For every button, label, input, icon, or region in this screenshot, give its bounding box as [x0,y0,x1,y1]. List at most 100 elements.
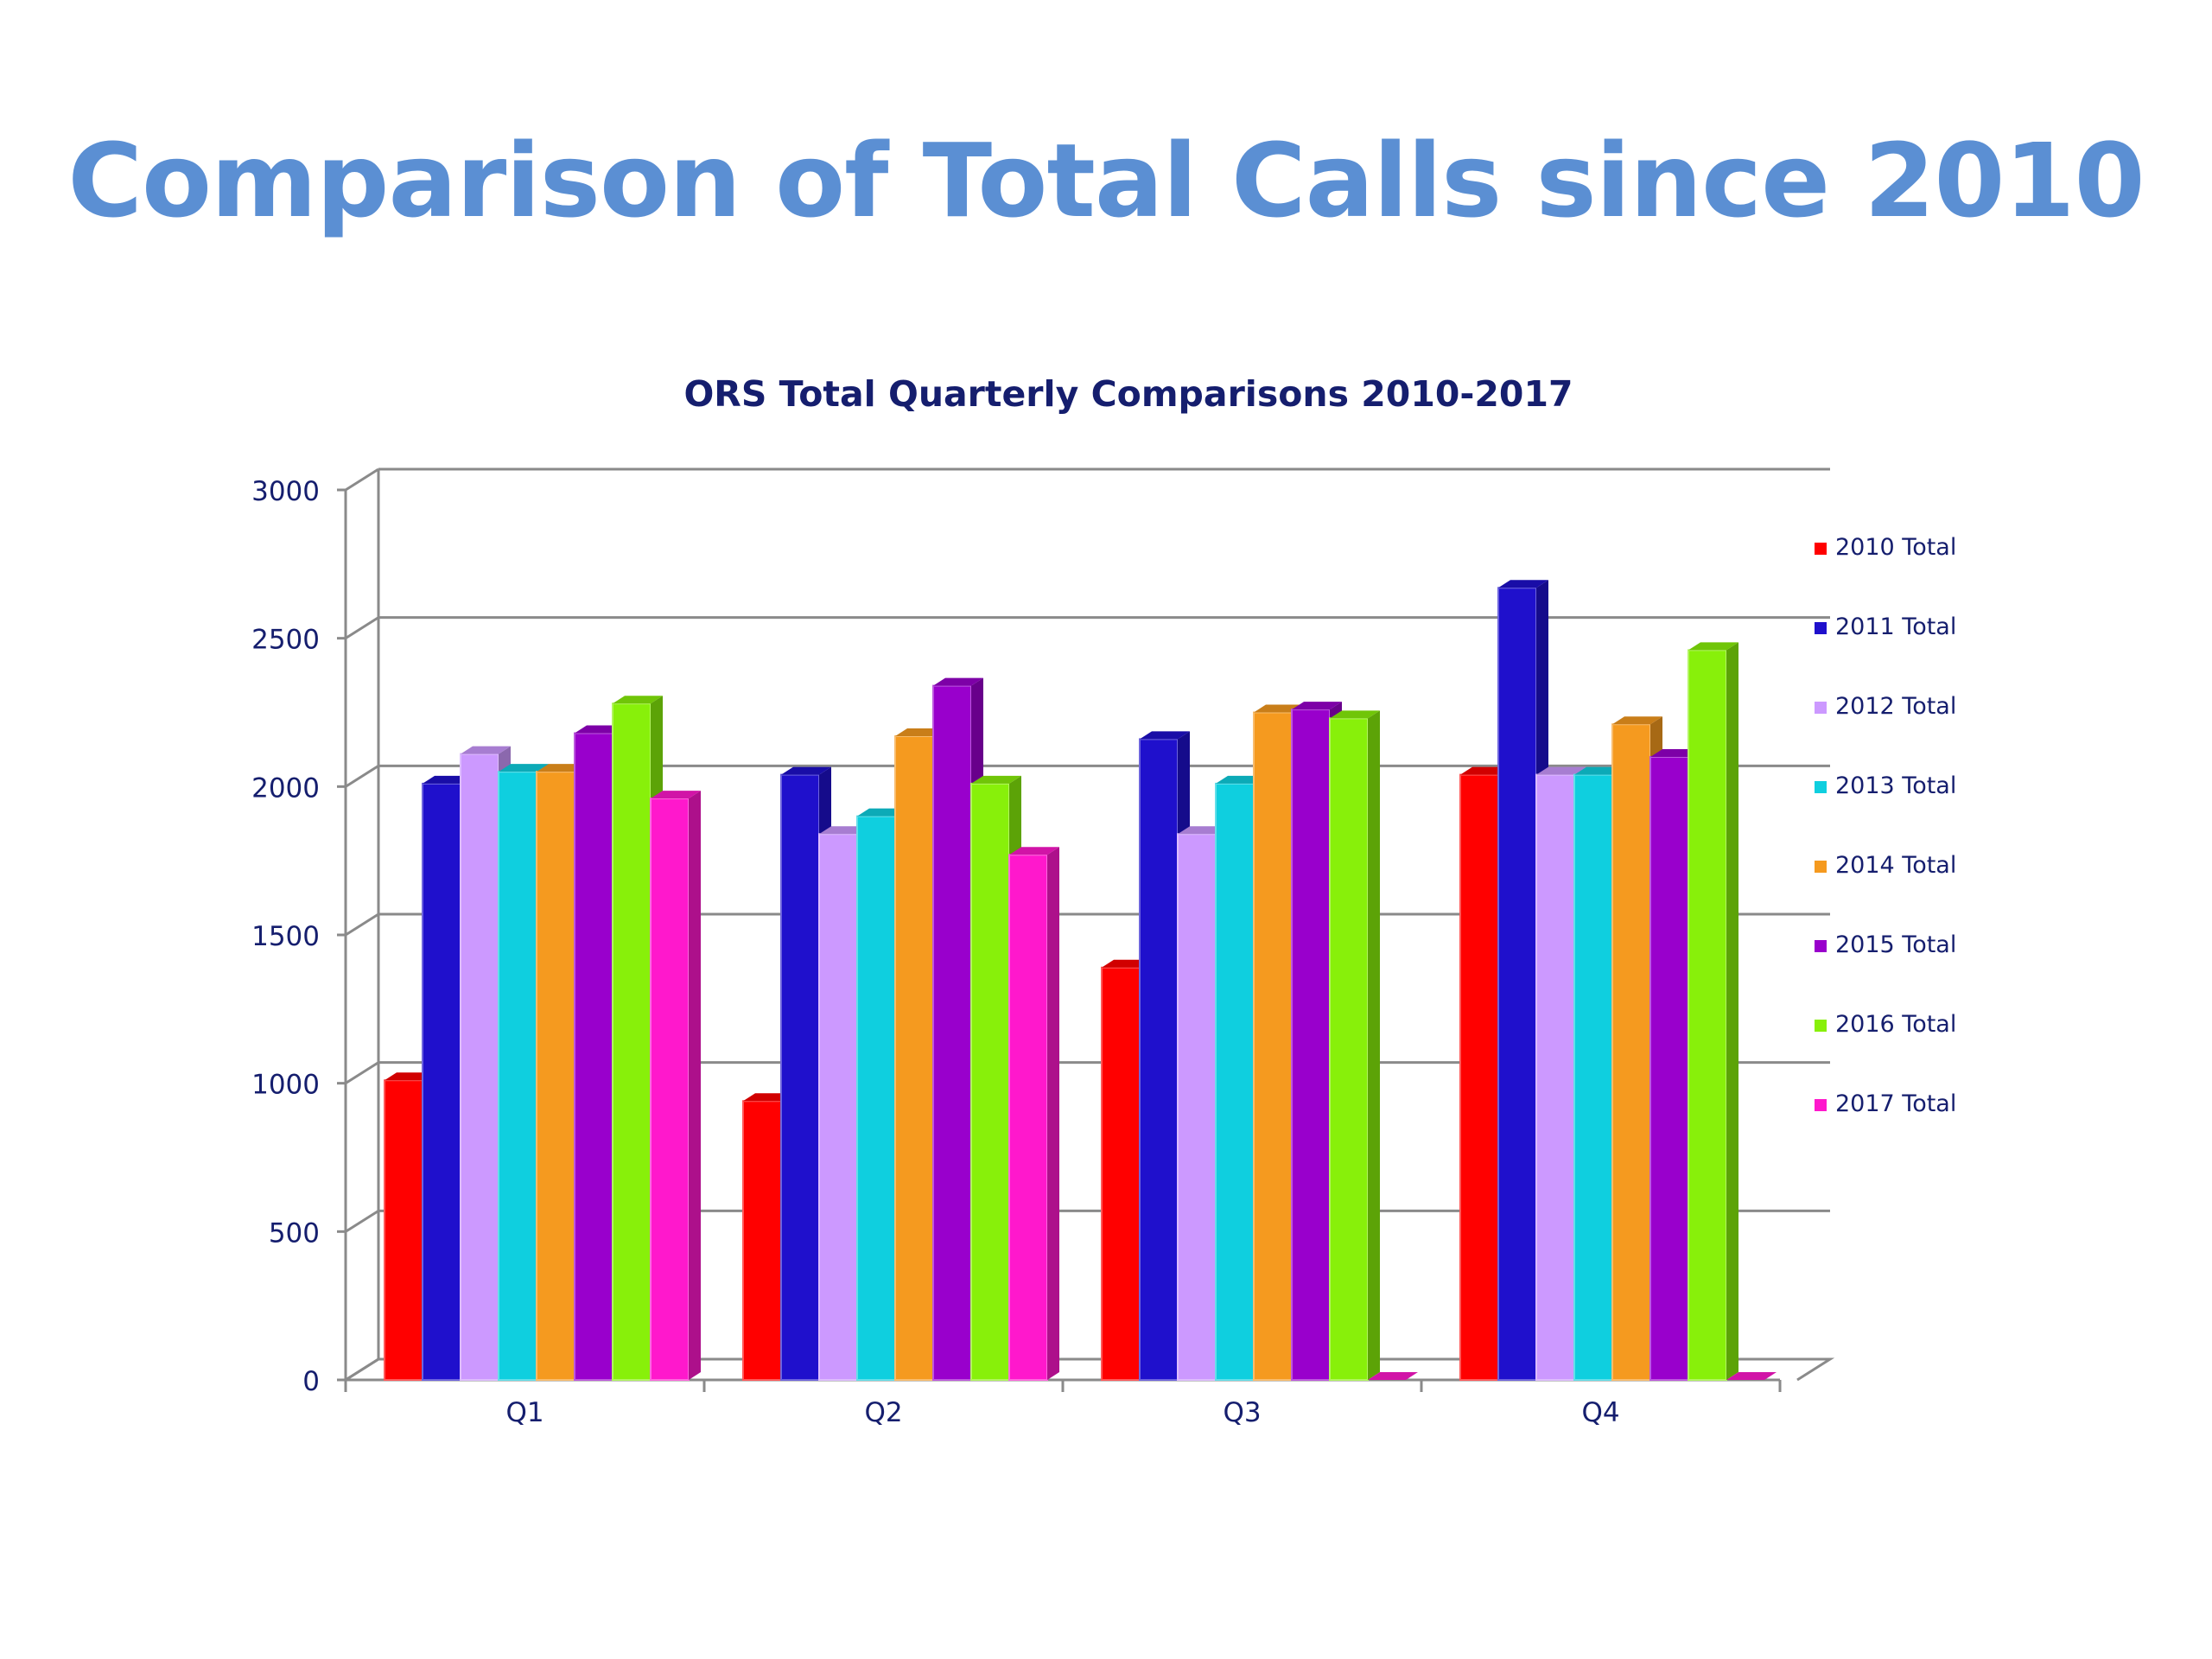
bar-top [781,766,831,775]
bar-front [422,782,461,1381]
bar-front [1253,711,1293,1381]
bar-front [742,1100,782,1382]
chart-title: ORS Total Quarterly Comparisons 2010-201… [683,373,1573,415]
legend-item: 2017 Total [1815,1090,1956,1117]
x-tick-label: Q4 [1581,1397,1619,1428]
bar-front [1329,717,1369,1381]
bar-front [1177,833,1217,1381]
bar-front [1497,587,1537,1381]
bar-front [780,773,820,1381]
bar-side [1368,710,1380,1380]
gridline-side [345,912,379,937]
bar [1008,847,1059,1381]
legend-label: 2015 Total [1835,931,1956,958]
legend: 2010 Total 2011 Total 2012 Total 2013 Total… [1815,534,1956,1117]
y-tick-label: 0 [302,1366,320,1397]
gridline-side [345,467,379,492]
y-tick-label: 3000 [251,476,320,507]
bar-side [689,791,701,1380]
legend-swatch [1815,861,1827,873]
bar-front [650,798,690,1381]
legend-swatch [1815,781,1827,793]
legend-item: 2012 Total [1815,693,1956,720]
bar-front [460,753,499,1381]
gridline-side [345,765,379,788]
bar-front [612,702,652,1381]
bar-top [1688,642,1738,651]
legend-swatch [1815,702,1827,714]
gridline-side [345,616,379,639]
bar [1726,1372,1777,1380]
bar-front [970,782,1010,1381]
bar [1688,642,1738,1381]
bar-front [1291,709,1331,1381]
bar-front [384,1079,423,1381]
bar-front [856,815,896,1381]
bar-top [1368,1372,1418,1380]
bar-front [574,732,613,1381]
legend-swatch [1815,543,1827,555]
legend-item: 2011 Total [1815,613,1956,640]
bar-top [613,696,663,704]
bar-front [1008,854,1048,1381]
legend-label: 2012 Total [1835,693,1956,720]
bar-front [1611,723,1651,1381]
bar-top [499,764,549,772]
legend-swatch [1815,1020,1827,1032]
x-tick-label: Q2 [864,1397,902,1428]
legend-item: 2015 Total [1815,931,1956,958]
bar [1368,1372,1418,1380]
legend-label: 2010 Total [1835,534,1956,561]
legend-swatch [1815,1099,1827,1111]
bar-front [1649,756,1689,1381]
bar-top [461,746,511,754]
bar-top [1140,731,1190,740]
legend-item: 2014 Total [1815,852,1956,879]
bar-front [1215,782,1255,1381]
bar-front [1101,966,1141,1382]
legend-item: 2010 Total [1815,534,1956,561]
legend-label: 2013 Total [1835,772,1956,799]
bar-front [894,734,934,1381]
slide-title: Comparison of Total Calls since 2010 [67,121,2145,240]
bar [650,791,701,1381]
bar-front [498,771,537,1381]
bar-top [1498,580,1548,588]
y-tick-label: 2500 [251,625,320,656]
bar-front [536,771,575,1381]
bar-top [1726,1372,1777,1380]
y-tick-label: 1500 [251,921,320,952]
gridline-side [345,1061,379,1084]
bar-top [1292,702,1342,710]
legend-label: 2017 Total [1835,1090,1956,1117]
bar-front [932,684,972,1381]
y-tick-label: 500 [269,1217,320,1249]
x-tick-label: Q3 [1223,1397,1261,1428]
bar-front [1535,773,1575,1381]
bar-front [818,833,858,1381]
bar-front [1688,649,1727,1381]
bar-side [1047,847,1059,1380]
bar-front [1459,773,1499,1381]
legend-item: 2016 Total [1815,1011,1956,1038]
bar-top [1536,766,1586,775]
bar-front [1139,738,1179,1381]
bar-top [1009,847,1059,855]
bar-top [651,791,701,799]
y-tick-label: 2000 [251,772,320,804]
bars [384,580,1777,1382]
legend-swatch [1815,940,1827,952]
legend-label: 2014 Total [1835,852,1956,879]
y-tick-label: 1000 [251,1070,320,1101]
bar-front [1573,773,1613,1381]
bar-top [1330,710,1380,719]
gridline-side [345,1210,379,1233]
legend-swatch [1815,622,1827,634]
bar-side [1726,642,1738,1380]
bar-top [971,775,1021,784]
legend-item: 2013 Total [1815,772,1956,799]
bar [1329,710,1380,1381]
bar-top [933,677,983,686]
bar-top [1612,716,1662,725]
x-tick-label: Q1 [505,1397,543,1428]
